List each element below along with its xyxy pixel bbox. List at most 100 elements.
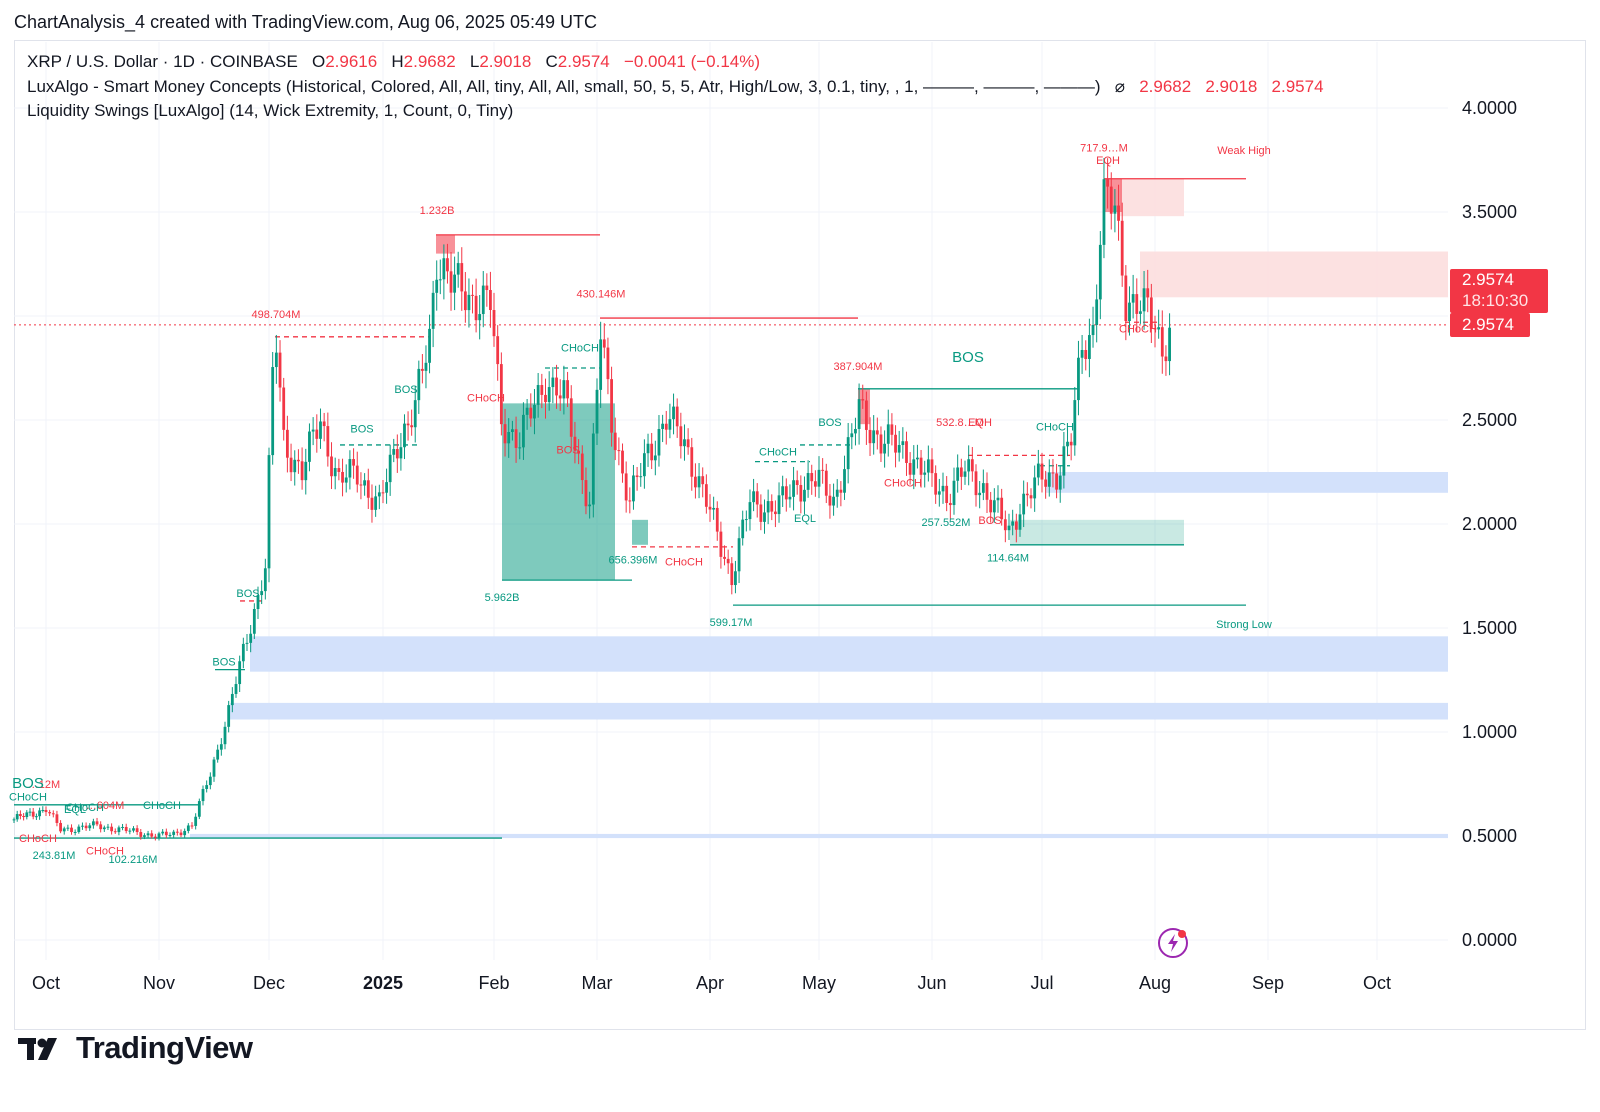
legend-indicator-liquidity[interactable]: Liquidity Swings [LuxAlgo] (14, Wick Ext… — [27, 101, 513, 121]
candle-body — [99, 824, 103, 830]
fvg-zone — [250, 636, 1448, 672]
candle-body — [449, 271, 453, 293]
candle-body — [395, 449, 399, 459]
y-tick-label: 0.0000 — [1462, 930, 1517, 950]
candle-body — [781, 486, 785, 496]
candle-body — [201, 788, 205, 802]
symbol-name[interactable]: XRP / U.S. Dollar · 1D · COINBASE — [27, 52, 298, 71]
candle-body — [533, 404, 536, 419]
candle-body — [1160, 327, 1164, 357]
x-tick-label: Nov — [143, 973, 175, 993]
candle-body — [1087, 335, 1091, 359]
candle-body — [172, 831, 176, 835]
candle-body — [763, 512, 766, 522]
candle-body — [704, 484, 708, 507]
candle-body — [985, 483, 989, 500]
candle-body — [260, 591, 264, 596]
candle-body — [806, 473, 810, 490]
legend-indicator-smc[interactable]: LuxAlgo - Smart Money Concepts (Historic… — [27, 77, 1324, 97]
candle-body — [70, 827, 73, 833]
candle-body — [263, 568, 267, 592]
candle-body — [843, 469, 846, 493]
candle-body — [31, 811, 35, 817]
candle-body — [326, 426, 330, 457]
candle-body — [1131, 294, 1135, 303]
candle-body — [1157, 327, 1161, 330]
candle-body — [514, 429, 518, 448]
tradingview-logo[interactable]: TradingView — [18, 1030, 253, 1066]
x-tick-label: Apr — [696, 973, 724, 993]
candle-body — [1113, 205, 1117, 214]
candle-body — [392, 449, 396, 455]
candle-body — [610, 379, 613, 433]
candle-body — [117, 827, 121, 833]
candle-body — [992, 500, 996, 513]
candle-body — [1098, 244, 1102, 300]
candle-body — [267, 455, 271, 569]
eql-label: EQL — [794, 513, 816, 525]
candle-body — [1066, 441, 1069, 447]
candle-body — [963, 471, 967, 477]
candle-body — [73, 831, 77, 833]
chart-caption: ChartAnalysis_4 created with TradingView… — [14, 12, 597, 32]
candle-body — [463, 291, 467, 311]
candle-body — [424, 362, 428, 371]
choch-label: CHoCH — [143, 800, 181, 812]
candle-body — [256, 595, 260, 610]
choch-label: CHoCH — [9, 792, 47, 804]
candle-body — [420, 368, 424, 371]
chart-frame[interactable] — [14, 40, 1586, 1030]
candle-body — [861, 399, 865, 401]
candle-body — [668, 419, 672, 430]
candle-body — [701, 476, 705, 485]
high-label: H — [391, 52, 404, 71]
choch-label: CHoCH — [884, 478, 922, 490]
candle-body — [1124, 275, 1128, 322]
candle-body — [359, 484, 363, 486]
candle-body — [245, 642, 249, 644]
candle-body — [194, 816, 198, 826]
candle-body — [595, 389, 599, 434]
candle-body — [106, 826, 110, 828]
candle-body — [208, 776, 212, 786]
low-value: 2.9018 — [479, 52, 532, 71]
candle-body — [1120, 220, 1124, 276]
lightning-icon[interactable] — [1157, 927, 1189, 959]
x-tick-label: Oct — [1363, 973, 1391, 993]
candle-body — [1117, 205, 1120, 221]
candle-body — [1011, 521, 1015, 526]
candle-body — [697, 476, 701, 488]
candle-body — [774, 511, 777, 515]
candle-body — [617, 450, 621, 452]
candle-body — [496, 336, 500, 365]
candle-body — [344, 477, 348, 483]
candle-body — [322, 421, 326, 427]
candle-body — [278, 352, 282, 388]
bos-label: BOS — [212, 656, 235, 668]
candle-body — [428, 328, 431, 363]
candle-body — [672, 406, 675, 420]
candle-body — [683, 439, 686, 447]
close-label: C — [545, 52, 558, 71]
candle-body — [694, 476, 697, 488]
bos-label: BOS — [394, 384, 417, 396]
candle-body — [712, 507, 716, 510]
candle-body — [912, 459, 916, 475]
candles — [12, 158, 1171, 841]
candle-body — [438, 279, 442, 281]
candle-body — [952, 480, 956, 506]
grid-lines — [14, 42, 1448, 960]
candle-body — [872, 430, 876, 444]
candle-body — [121, 826, 124, 828]
candle-body — [406, 423, 410, 426]
candle-body — [481, 285, 485, 315]
candle-body — [967, 459, 971, 472]
candle-body — [175, 831, 179, 833]
candle-body — [766, 501, 770, 513]
candle-body — [41, 810, 45, 812]
candle-body — [821, 469, 825, 471]
x-tick-label: Aug — [1139, 973, 1171, 993]
candle-body — [1073, 400, 1077, 446]
candle-body — [555, 377, 558, 396]
